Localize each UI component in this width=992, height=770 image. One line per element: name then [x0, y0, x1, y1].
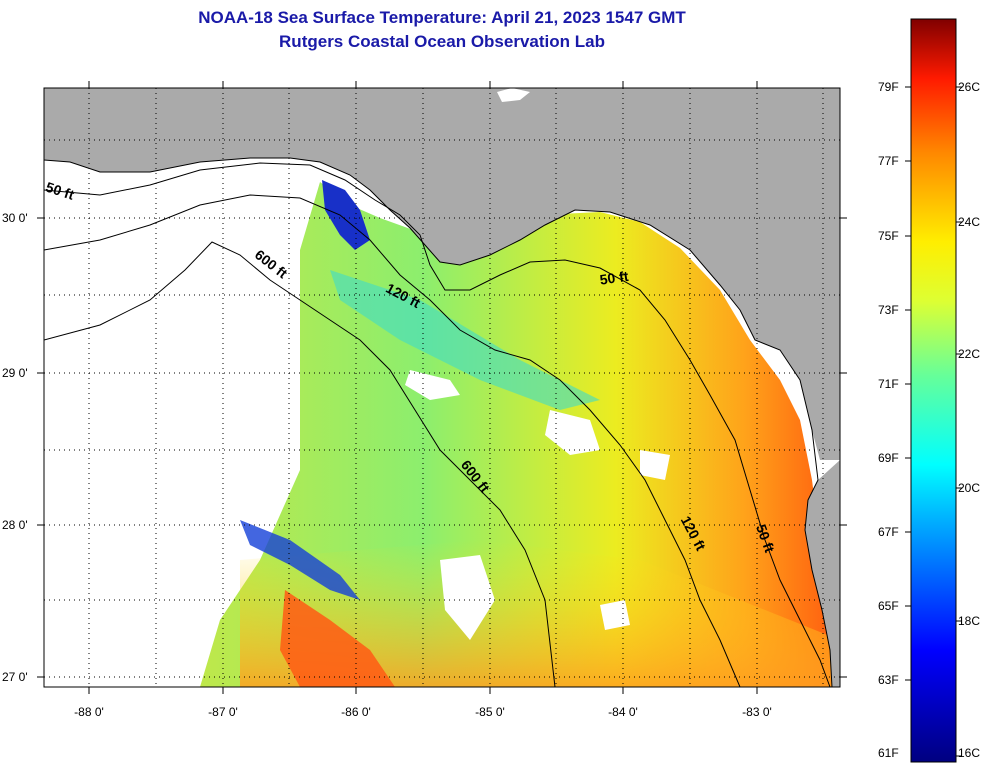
- y-tick-label: 30 0': [2, 211, 28, 225]
- x-tick-label: -86 0': [341, 705, 371, 719]
- scale-label-f: 63F: [878, 673, 899, 687]
- color-scale-ticks: [905, 86, 962, 757]
- scale-label-f: 65F: [878, 599, 899, 613]
- x-tick-label: -83 0': [742, 705, 772, 719]
- cloud-patch: [640, 450, 670, 480]
- sst-hot-southwest: [280, 590, 395, 687]
- axis-ticks: [37, 81, 847, 694]
- x-tick-label: -84 0': [608, 705, 638, 719]
- white-lake-patch: [497, 88, 530, 102]
- x-tick-label: -85 0': [475, 705, 505, 719]
- scale-label-f: 73F: [878, 303, 899, 317]
- isobath-600ft: [44, 241, 556, 687]
- y-tick-label: 28 0': [2, 518, 28, 532]
- map-frame: [43, 87, 841, 688]
- sst-warm-south: [240, 540, 840, 687]
- scale-label-f: 61F: [878, 746, 899, 760]
- scale-label-f: 75F: [878, 229, 899, 243]
- x-tick-label: -88 0': [74, 705, 104, 719]
- scale-label-f: 69F: [878, 451, 899, 465]
- cloud-patch: [440, 555, 495, 640]
- map-title: NOAA-18 Sea Surface Temperature: April 2…: [198, 8, 686, 27]
- color-scale-bar: [910, 18, 957, 763]
- y-tick-label: 29 0': [2, 366, 28, 380]
- scale-label-c: 22C: [958, 347, 981, 361]
- coastline: [44, 157, 833, 687]
- scale-label-f: 67F: [878, 525, 899, 539]
- cloud-patch: [545, 410, 600, 455]
- cloud-patch: [405, 370, 460, 400]
- scale-label-f: 77F: [878, 154, 899, 168]
- contour-label: 50 ft: [599, 268, 630, 288]
- isobath-120ft: [44, 194, 741, 687]
- scale-label-c: 24C: [958, 215, 981, 229]
- scale-label-f: 71F: [878, 377, 899, 391]
- sst-cold-blue-west: [240, 520, 360, 600]
- x-tick-label: -87 0': [208, 705, 238, 719]
- sst-cold-coast: [322, 180, 370, 250]
- scale-label-c: 18C: [958, 614, 981, 628]
- y-tick-label: 27 0': [2, 670, 28, 684]
- isobath-50ft: [44, 162, 831, 687]
- map-subtitle: Rutgers Coastal Ocean Observation Lab: [279, 32, 605, 51]
- scale-label-c: 26C: [958, 80, 981, 94]
- scale-label-c: 16C: [958, 746, 981, 760]
- cloud-patch: [600, 600, 630, 630]
- land-florida: [44, 88, 840, 460]
- scale-label-c: 20C: [958, 481, 981, 495]
- scale-label-f: 79F: [878, 80, 899, 94]
- sst-cyan-band: [330, 270, 600, 410]
